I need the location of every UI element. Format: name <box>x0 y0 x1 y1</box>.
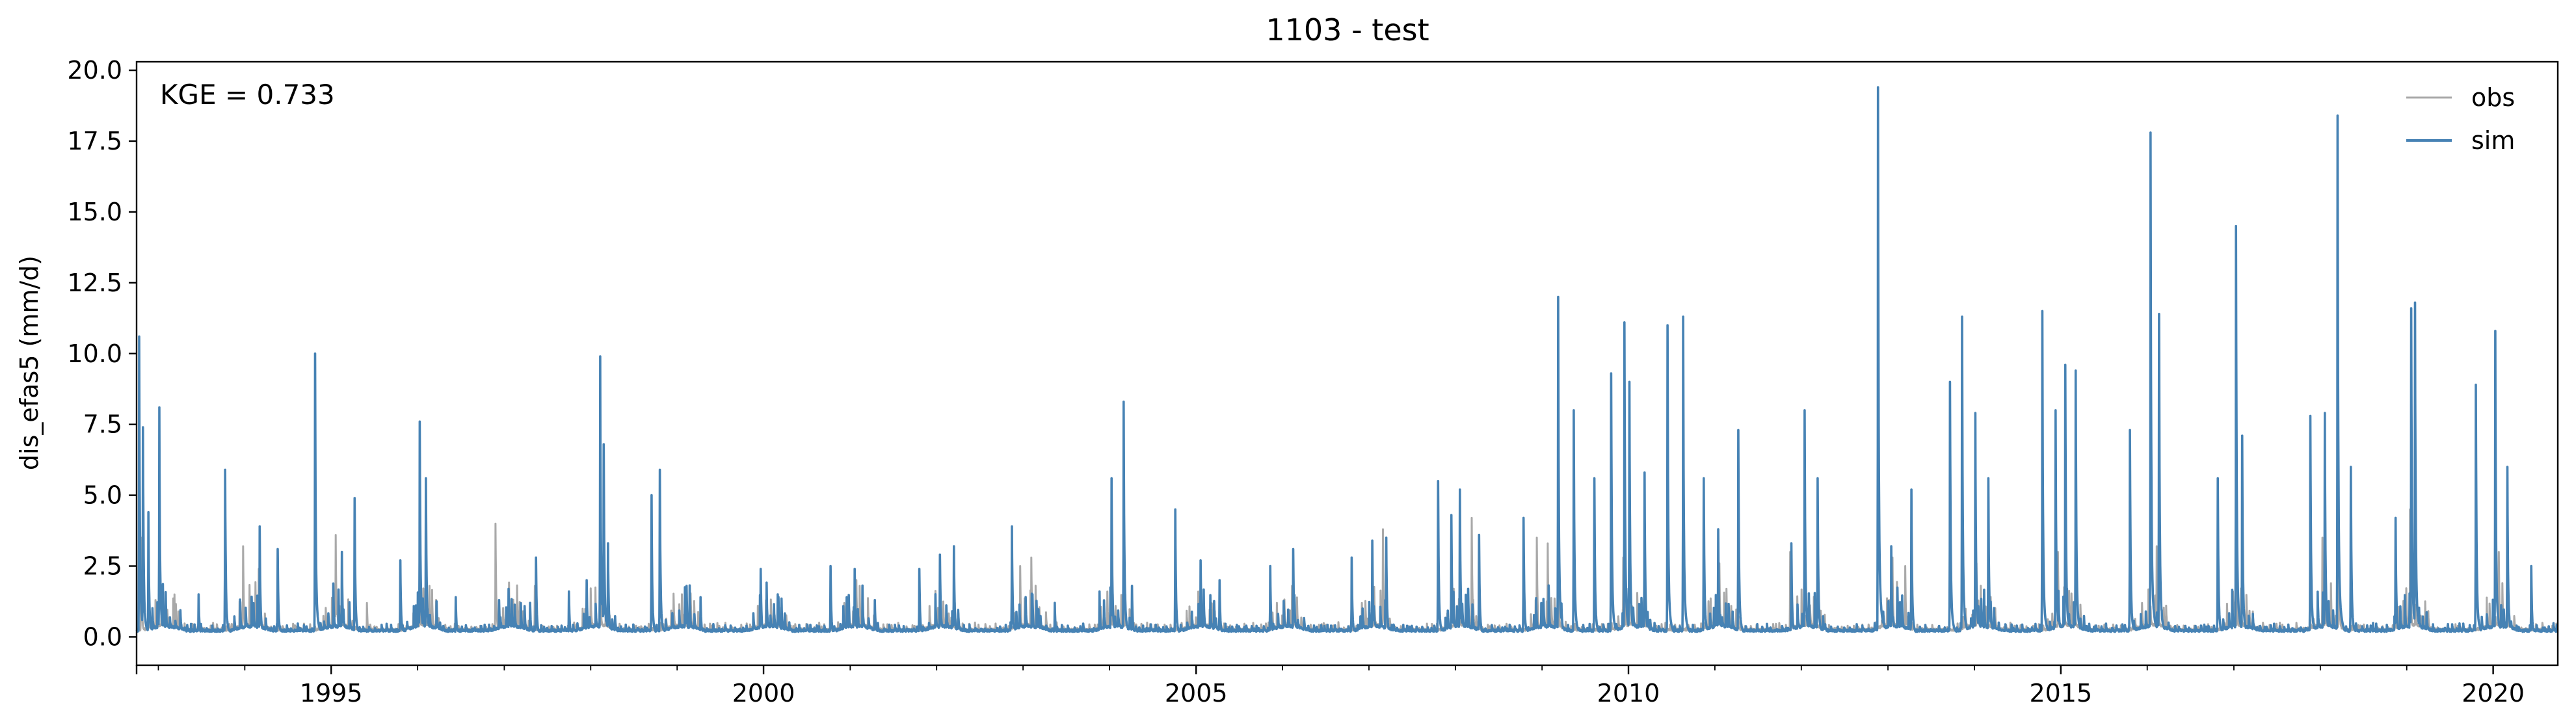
x-tick-label: 2020 <box>2462 679 2525 707</box>
x-tick-label: 2015 <box>2029 679 2092 707</box>
y-tick-label: 7.5 <box>83 410 122 439</box>
legend: obs sim <box>2406 83 2515 155</box>
x-tick-label: 2010 <box>1597 679 1660 707</box>
x-tick-label: 2000 <box>732 679 795 707</box>
chart-title: 1103 - test <box>1266 12 1429 47</box>
y-axis-label: dis_efas5 (mm/d) <box>15 256 44 470</box>
y-tick-label: 20.0 <box>67 56 122 85</box>
x-tick-label: 2005 <box>1165 679 1228 707</box>
kge-annotation: KGE = 0.733 <box>160 79 335 111</box>
y-axis-ticks: 0.0 2.5 5.0 7.5 10.0 12.5 15.0 17.5 20.0 <box>67 56 137 651</box>
x-axis-ticks: 1995 2000 2005 2010 2015 2020 <box>135 665 2525 707</box>
y-tick-label: 2.5 <box>83 552 122 581</box>
legend-label-obs: obs <box>2471 83 2515 112</box>
x-tick-label: 1995 <box>300 679 363 707</box>
y-tick-label: 0.0 <box>83 622 122 651</box>
legend-label-sim: sim <box>2471 126 2515 155</box>
y-tick-label: 5.0 <box>83 481 122 510</box>
y-tick-label: 12.5 <box>67 269 122 297</box>
series-line-sim <box>135 86 2559 633</box>
y-tick-label: 15.0 <box>67 198 122 226</box>
plot-frame <box>135 60 2559 667</box>
plot-series <box>135 86 2559 633</box>
y-tick-label: 17.5 <box>67 127 122 155</box>
y-tick-label: 10.0 <box>67 339 122 368</box>
